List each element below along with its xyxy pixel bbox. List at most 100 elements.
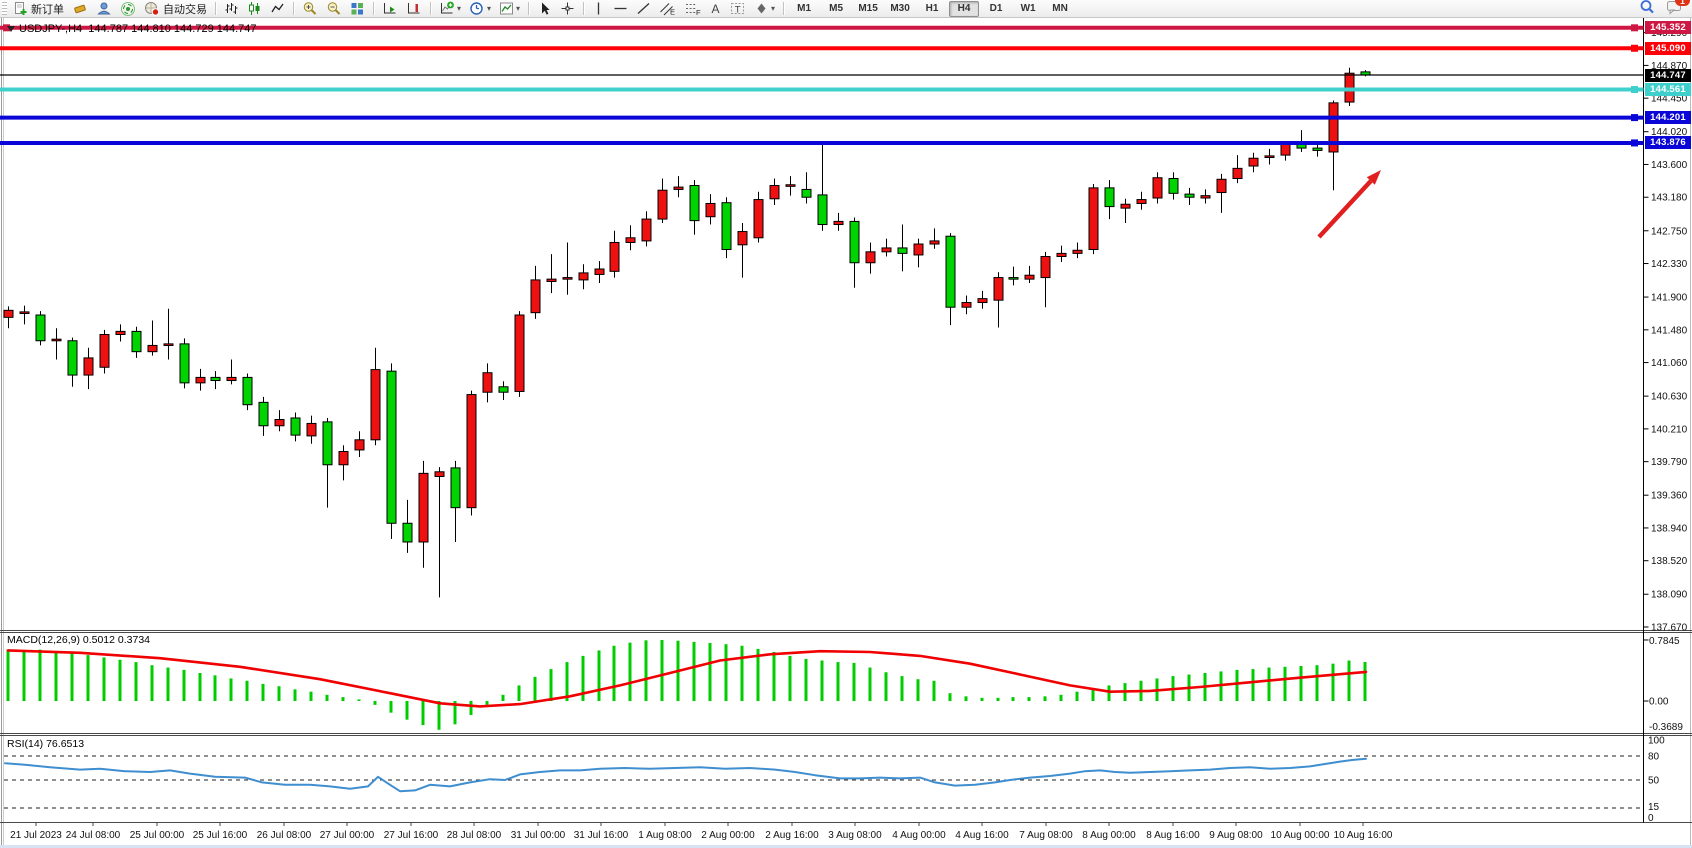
bull-candle-body <box>115 330 126 336</box>
timeframe-button-h1[interactable]: H1 <box>925 3 939 14</box>
tile-windows-button[interactable] <box>347 1 368 16</box>
dropdown-arrow-icon[interactable]: ▾ <box>457 4 462 13</box>
price-tick-label: 144.450 <box>1651 94 1688 105</box>
line-chart-button[interactable] <box>267 1 288 16</box>
macd-scale-min: -0.3689 <box>1649 722 1683 733</box>
line-anchor-marker[interactable] <box>1631 114 1638 122</box>
bull-candle-body <box>1040 256 1051 279</box>
macd-histogram-bar <box>788 655 792 701</box>
chart-collapse-arrow-icon[interactable] <box>7 26 15 32</box>
vertical-line-tool-button[interactable] <box>589 1 608 16</box>
text-tool-button[interactable]: A <box>706 1 725 16</box>
periods-button[interactable]: ▾ <box>466 1 494 16</box>
timeframe-button-h4[interactable]: H4 <box>949 0 980 17</box>
macd-histogram-bar <box>612 645 616 701</box>
timeframe-button-m1[interactable]: M1 <box>797 3 812 14</box>
templates-button[interactable]: ▾ <box>496 1 523 16</box>
metaeditor-button[interactable] <box>69 1 91 16</box>
bull-candle-body <box>1328 102 1339 153</box>
timeframe-button-m15[interactable]: M15 <box>858 3 878 14</box>
equidistant-channel-tool-button[interactable]: E <box>656 1 679 16</box>
line-anchor-marker[interactable] <box>1631 24 1638 32</box>
rsi-pane-label: RSI(14) 76.6513 <box>7 738 85 750</box>
chat-button[interactable]: 1 <box>1666 0 1690 18</box>
bear-candle-body <box>35 314 46 342</box>
timeframe-button-m5[interactable]: M5 <box>829 3 844 14</box>
bull-candle-body <box>226 376 237 382</box>
bull-candle-body <box>993 277 1004 301</box>
timeframe-strip: M1 M5 M15 M30 H1 H4 D1 W1 MN <box>788 0 1076 17</box>
price-tick-label: 138.520 <box>1651 556 1688 567</box>
bear-candle-body <box>897 247 908 254</box>
community-button[interactable] <box>93 1 115 16</box>
line-anchor-marker[interactable] <box>1631 139 1638 147</box>
price-tick-label: 140.630 <box>1651 392 1688 403</box>
bear-candle-body <box>290 417 301 436</box>
macd-scale-max: 0.7845 <box>1649 636 1680 647</box>
bull-candle-body <box>578 272 589 281</box>
bull-candle-body <box>514 314 525 392</box>
auto-scroll-button[interactable] <box>379 1 401 16</box>
price-level-badge: 144.561 <box>1645 83 1691 96</box>
separator <box>583 2 585 15</box>
macd-histogram-bar <box>341 697 345 701</box>
dropdown-arrow-icon[interactable]: ▾ <box>771 4 776 13</box>
bull-candle-body <box>594 268 605 275</box>
macd-histogram-bar <box>884 672 888 701</box>
time-axis-label: 3 Aug 08:00 <box>828 830 882 841</box>
timeframe-button-d1[interactable]: D1 <box>989 3 1003 14</box>
line-anchor-marker[interactable] <box>3 24 10 32</box>
trendline-tool-button[interactable] <box>633 1 654 16</box>
candlestick-chart-button[interactable] <box>244 1 265 16</box>
bar-chart-button[interactable] <box>221 1 242 16</box>
bull-candle-body <box>1072 249 1083 254</box>
shapes-tool-button[interactable]: ▾ <box>751 1 778 16</box>
macd-histogram-bar <box>150 665 154 701</box>
dropdown-arrow-icon[interactable]: ▾ <box>516 4 521 13</box>
timeframe-button-m30[interactable]: M30 <box>890 3 910 14</box>
line-anchor-marker[interactable] <box>1631 86 1638 94</box>
arrow-annotation-head[interactable] <box>1366 170 1381 185</box>
macd-histogram-bar <box>852 662 856 701</box>
separator <box>293 2 294 15</box>
time-axis-label: 8 Aug 16:00 <box>1146 830 1200 841</box>
chart-shift-button[interactable] <box>403 1 425 16</box>
new-order-button[interactable]: 新订单 <box>10 1 67 16</box>
bear-candle-body <box>67 340 78 376</box>
bull-candle-body <box>929 240 940 245</box>
time-axis-label: 26 Jul 08:00 <box>257 830 312 841</box>
macd-histogram-bar <box>421 701 425 726</box>
arrow-annotation[interactable] <box>1317 179 1373 239</box>
dropdown-arrow-icon[interactable]: ▾ <box>487 4 492 13</box>
search-icon[interactable] <box>1639 0 1656 18</box>
signals-button[interactable] <box>117 1 139 16</box>
macd-histogram-bar <box>660 639 664 701</box>
timeframe-button-w1[interactable]: W1 <box>1020 3 1036 14</box>
macd-histogram-bar <box>565 662 569 701</box>
indicators-button[interactable]: ▾ <box>436 1 464 16</box>
timeframe-button-mn[interactable]: MN <box>1052 3 1068 14</box>
macd-histogram-bar <box>900 676 904 701</box>
zoom-out-button[interactable] <box>323 1 345 16</box>
bear-candle-body <box>721 202 732 250</box>
line-anchor-marker[interactable] <box>1631 44 1638 52</box>
macd-histogram-bar <box>964 696 968 701</box>
new-order-icon <box>13 1 28 16</box>
macd-histogram-bar <box>325 694 329 701</box>
text-label-tool-button[interactable]: T <box>727 1 749 16</box>
time-axis-label: 4 Aug 16:00 <box>955 830 1009 841</box>
macd-histogram-bar <box>405 701 409 720</box>
toolbar-grip[interactable] <box>2 2 7 15</box>
macd-histogram-bar <box>996 697 1000 701</box>
crosshair-tool-button[interactable] <box>557 1 578 16</box>
zoom-in-button[interactable] <box>299 1 321 16</box>
svg-text:T: T <box>735 5 741 16</box>
horizontal-line-tool-button[interactable] <box>610 1 631 16</box>
separator <box>783 2 785 15</box>
autotrade-button[interactable]: 自动交易 <box>141 1 210 16</box>
fibonacci-tool-button[interactable]: F <box>681 1 704 16</box>
macd-signal-line <box>6 649 1368 708</box>
macd-histogram-bar <box>549 669 553 701</box>
cursor-tool-button[interactable] <box>534 1 555 16</box>
macd-histogram-bar <box>597 650 601 701</box>
